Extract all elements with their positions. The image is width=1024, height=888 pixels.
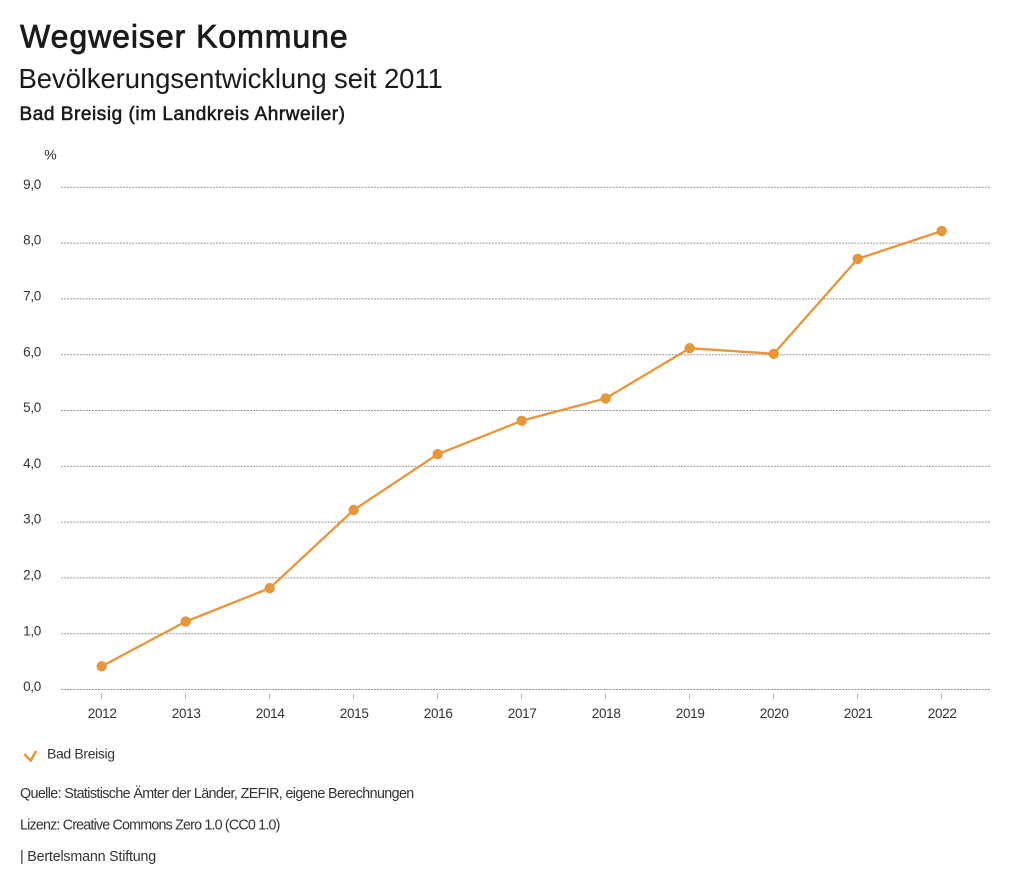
svg-text:Bad Breisig: Bad Breisig: [47, 746, 115, 762]
svg-text:2020: 2020: [760, 706, 789, 721]
svg-text:4,0: 4,0: [23, 456, 41, 471]
svg-text:2015: 2015: [340, 706, 369, 721]
svg-text:Bad Breisig (im Landkreis Ahrw: Bad Breisig (im Landkreis Ahrweiler): [20, 104, 346, 125]
svg-text:2014: 2014: [256, 706, 286, 721]
svg-text:2016: 2016: [424, 706, 453, 721]
svg-text:%: %: [44, 147, 56, 163]
svg-text:2017: 2017: [508, 706, 537, 721]
svg-text:2018: 2018: [592, 706, 621, 721]
svg-text:2021: 2021: [844, 706, 873, 721]
svg-text:0,0: 0,0: [23, 679, 41, 694]
svg-text:Lizenz: Creative Commons Zero: Lizenz: Creative Commons Zero 1.0 (CC0 1…: [20, 817, 280, 833]
svg-text:5,0: 5,0: [23, 400, 41, 415]
svg-text:1,0: 1,0: [23, 623, 41, 638]
svg-text:2019: 2019: [676, 706, 705, 721]
svg-text:6,0: 6,0: [23, 344, 41, 359]
svg-text:2022: 2022: [928, 706, 957, 721]
svg-text:7,0: 7,0: [23, 289, 41, 304]
svg-text:Quelle: Statistische Ämter der: Quelle: Statistische Ämter der Länder, Z…: [20, 785, 414, 802]
svg-text:2012: 2012: [88, 706, 117, 721]
svg-text:9,0: 9,0: [23, 177, 41, 192]
svg-text:3,0: 3,0: [23, 512, 41, 527]
svg-text:2,0: 2,0: [23, 568, 41, 583]
svg-text:2013: 2013: [172, 706, 201, 721]
svg-text:| Bertelsmann Stiftung: | Bertelsmann Stiftung: [20, 849, 156, 865]
svg-text:8,0: 8,0: [23, 233, 41, 248]
svg-text:Wegweiser Kommune: Wegweiser Kommune: [20, 19, 349, 55]
svg-text:Bevölkerungsentwicklung seit 2: Bevölkerungsentwicklung seit 2011: [19, 63, 443, 94]
